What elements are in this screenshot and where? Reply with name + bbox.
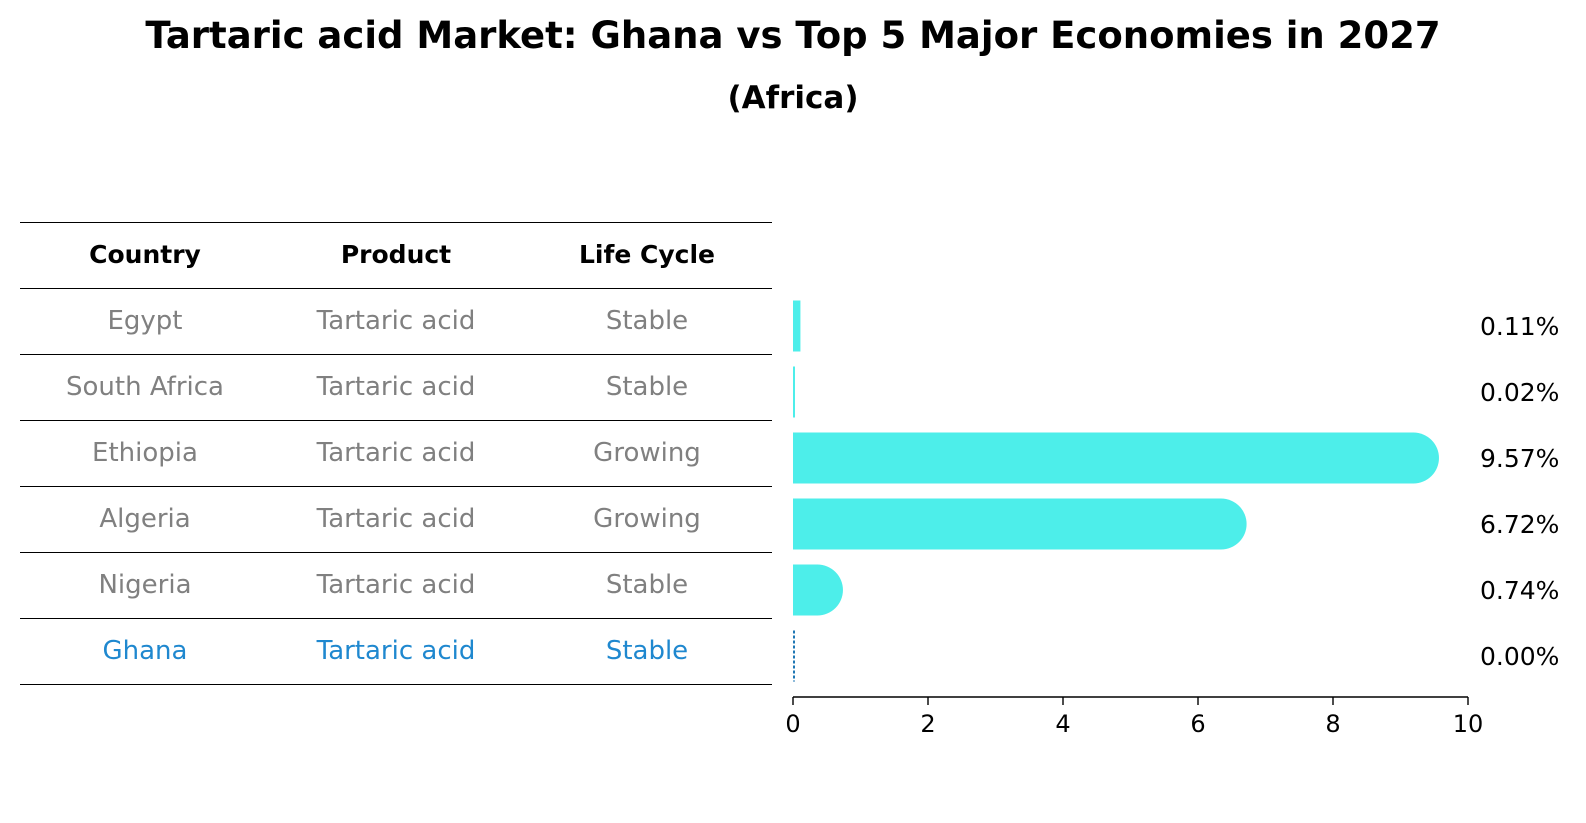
cell-product: Tartaric acid [316,306,476,336]
cell-country: Nigeria [98,570,192,600]
cell-country: Egypt [107,306,183,336]
value-label: 0.11% [1480,312,1559,341]
cell-life-cycle: Stable [605,306,689,336]
cell-product: Tartaric acid [316,438,476,468]
cell-life-cycle: Growing [593,504,701,534]
cell-product: Tartaric acid [316,372,476,402]
cell-product: Tartaric acid [316,504,476,534]
table-row-highlighted: Ghana Tartaric acid Stable [20,618,772,685]
header-life-cycle: Life Cycle [578,240,716,269]
table-row: Algeria Tartaric acid Growing [20,486,772,552]
cell-country: Ghana [102,636,188,666]
table-header-row: Country Product Life Cycle [20,222,772,288]
market-table: Country Product Life Cycle Egypt Tartari… [20,222,772,685]
x-tick-label: 0 [785,710,800,738]
header-country: Country [89,240,201,269]
x-tick-label: 8 [1325,710,1340,738]
bar-ethiopia [793,432,1439,484]
x-tick-label: 10 [1453,710,1484,738]
cell-life-cycle: Stable [605,372,689,402]
cell-life-cycle: Growing [593,438,701,468]
value-label: 0.02% [1480,378,1559,407]
cell-country: Algeria [99,504,191,534]
cell-life-cycle: Stable [605,636,689,666]
bar-south-africa [793,366,795,418]
cell-product: Tartaric acid [316,636,476,666]
table-row: Nigeria Tartaric acid Stable [20,552,772,618]
header-product: Product [340,240,452,269]
bar-algeria [793,498,1247,550]
bar-nigeria [793,564,843,616]
cell-country: South Africa [66,372,224,402]
cell-product: Tartaric acid [316,570,476,600]
table-row: South Africa Tartaric acid Stable [20,354,772,420]
x-tick-label: 2 [920,710,935,738]
value-label: 6.72% [1480,510,1559,539]
value-label: 0.00% [1480,642,1559,671]
x-tick-label: 6 [1190,710,1205,738]
value-label: 0.74% [1480,576,1559,605]
cell-country: Ethiopia [92,438,198,468]
bar-egypt [793,300,801,352]
value-label: 9.57% [1480,444,1559,473]
cell-life-cycle: Stable [605,570,689,600]
x-tick-label: 4 [1055,710,1070,738]
chart-title: Tartaric acid Market: Ghana vs Top 5 Maj… [145,14,1441,57]
table-row: Egypt Tartaric acid Stable [20,288,772,354]
table-row: Ethiopia Tartaric acid Growing [20,420,772,486]
chart-subtitle: (Africa) [727,80,859,116]
